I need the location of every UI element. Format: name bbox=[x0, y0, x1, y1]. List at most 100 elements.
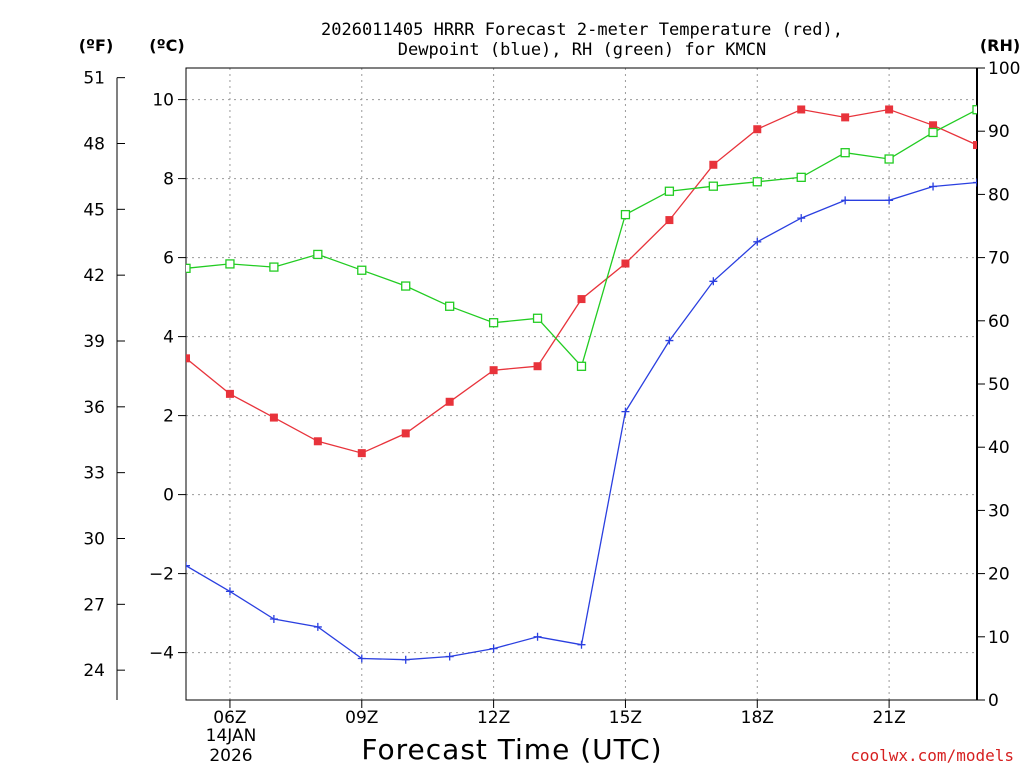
rh-tick-label-3: 70 bbox=[988, 249, 1010, 269]
celsius-tick-label-0: 10 bbox=[152, 91, 174, 111]
dewpoint-point-15 bbox=[841, 196, 850, 205]
temperature-point-8 bbox=[533, 362, 542, 371]
rh-point-7 bbox=[488, 318, 499, 328]
rh-tick-label-5: 50 bbox=[988, 375, 1010, 395]
rh-point-0 bbox=[186, 263, 191, 273]
temperature-series bbox=[186, 105, 977, 458]
temperature-point-7 bbox=[489, 366, 498, 375]
celsius-tick-label-7: −4 bbox=[149, 644, 174, 664]
rh-point-1 bbox=[225, 259, 235, 269]
rh-point-6 bbox=[445, 301, 455, 311]
dewpoint-point-8 bbox=[533, 632, 542, 641]
fahrenheit-tick-label-7: 30 bbox=[83, 529, 105, 549]
rh-point-4 bbox=[357, 265, 367, 275]
fahrenheit-tick-label-9: 24 bbox=[83, 661, 105, 681]
dewpoint-line bbox=[186, 181, 977, 661]
rh-tick-label-1: 90 bbox=[988, 122, 1010, 142]
temperature-point-16 bbox=[885, 105, 894, 114]
x-tick-label-0: 06Z bbox=[213, 708, 246, 728]
dewpoint-point-4 bbox=[357, 654, 366, 663]
rh-line bbox=[186, 109, 977, 368]
dewpoint-point-6 bbox=[445, 652, 454, 661]
celsius-tick-label-4: 2 bbox=[163, 407, 174, 427]
data-series bbox=[186, 105, 977, 664]
temperature-point-11 bbox=[665, 216, 674, 225]
fahrenheit-tick-label-4: 39 bbox=[83, 332, 105, 352]
temperature-point-13 bbox=[753, 125, 762, 134]
x-tick-label-5: 21Z bbox=[872, 708, 905, 728]
rh-tick-label-4: 60 bbox=[988, 312, 1010, 332]
dewpoint-point-2 bbox=[269, 615, 278, 624]
celsius-tick-label-1: 8 bbox=[163, 170, 174, 190]
fahrenheit-tick-label-0: 51 bbox=[83, 69, 105, 89]
rh-point-16 bbox=[884, 154, 894, 164]
chart-title-line2: Dewpoint (blue), RH (green) for KMCN bbox=[398, 40, 766, 60]
dewpoint-point-18 bbox=[973, 178, 977, 187]
dewpoint-point-3 bbox=[313, 622, 322, 631]
fahrenheit-unit-label: (ºF) bbox=[79, 36, 114, 55]
rh-point-14 bbox=[796, 172, 806, 182]
date-label-year: 2026 bbox=[209, 746, 252, 766]
x-tick-label-2: 12Z bbox=[477, 708, 510, 728]
gridlines bbox=[186, 68, 977, 700]
plot-frame bbox=[185, 67, 978, 701]
celsius-tick-label-2: 6 bbox=[163, 249, 174, 269]
rh-point-10 bbox=[620, 209, 631, 220]
rh-point-5 bbox=[401, 281, 411, 291]
fahrenheit-tick-label-1: 48 bbox=[83, 134, 105, 154]
temperature-point-17 bbox=[929, 121, 938, 130]
temperature-point-12 bbox=[709, 160, 718, 169]
rh-point-2 bbox=[269, 262, 279, 272]
temperature-point-10 bbox=[621, 259, 630, 268]
rh-series bbox=[186, 105, 977, 371]
temperature-point-15 bbox=[841, 113, 850, 122]
rh-tick-label-9: 10 bbox=[988, 628, 1010, 648]
rh-point-11 bbox=[664, 186, 675, 196]
dewpoint-point-12 bbox=[709, 277, 718, 286]
rh-tick-label-2: 80 bbox=[988, 185, 1010, 205]
x-tick-label-3: 15Z bbox=[609, 708, 642, 728]
dewpoint-point-5 bbox=[401, 655, 410, 664]
rh-tick-label-7: 30 bbox=[988, 501, 1010, 521]
dewpoint-point-7 bbox=[489, 644, 498, 653]
rh-tick-label-8: 20 bbox=[988, 565, 1010, 585]
temperature-point-4 bbox=[357, 449, 366, 458]
fahrenheit-tick-label-2: 45 bbox=[83, 200, 105, 220]
fahrenheit-tick-label-8: 27 bbox=[83, 595, 105, 615]
rh-point-12 bbox=[708, 181, 718, 191]
fahrenheit-tick-label-6: 33 bbox=[83, 464, 105, 484]
dewpoint-point-17 bbox=[929, 182, 938, 191]
fahrenheit-tick-label-5: 36 bbox=[83, 398, 105, 418]
temperature-line bbox=[186, 108, 977, 454]
celsius-tick-label-3: 4 bbox=[163, 328, 174, 348]
dewpoint-point-16 bbox=[885, 196, 894, 205]
rh-tick-label-6: 40 bbox=[988, 438, 1010, 458]
dewpoint-series bbox=[186, 178, 977, 664]
date-label-day: 14JAN bbox=[206, 726, 257, 746]
rh-point-9 bbox=[576, 361, 587, 371]
dewpoint-point-11 bbox=[665, 336, 674, 345]
rh-point-8 bbox=[532, 313, 543, 323]
temperature-point-1 bbox=[225, 389, 234, 398]
axes: 06Z 09Z 12Z 15Z 18Z 21Z1086420−2−451484542393… bbox=[83, 59, 1020, 728]
rh-point-17 bbox=[928, 127, 938, 138]
rh-unit-label: (RH) bbox=[980, 36, 1020, 55]
temperature-point-3 bbox=[313, 437, 322, 446]
temperature-point-0 bbox=[186, 354, 190, 363]
fahrenheit-tick-label-3: 42 bbox=[83, 266, 105, 286]
temperature-point-18 bbox=[973, 141, 977, 150]
temperature-point-5 bbox=[401, 429, 410, 438]
dewpoint-point-10 bbox=[621, 407, 630, 416]
celsius-tick-label-6: −2 bbox=[149, 565, 174, 585]
celsius-tick-label-5: 0 bbox=[163, 486, 174, 506]
x-tick-label-4: 18Z bbox=[741, 708, 774, 728]
rh-point-15 bbox=[840, 148, 850, 158]
temperature-point-9 bbox=[577, 295, 586, 304]
x-tick-label-1: 09Z bbox=[345, 708, 378, 728]
dewpoint-point-13 bbox=[753, 237, 762, 246]
temperature-point-14 bbox=[797, 105, 806, 114]
credit-text: coolwx.com/models bbox=[850, 746, 1014, 765]
dewpoint-point-14 bbox=[797, 214, 806, 223]
dewpoint-point-0 bbox=[186, 561, 190, 570]
